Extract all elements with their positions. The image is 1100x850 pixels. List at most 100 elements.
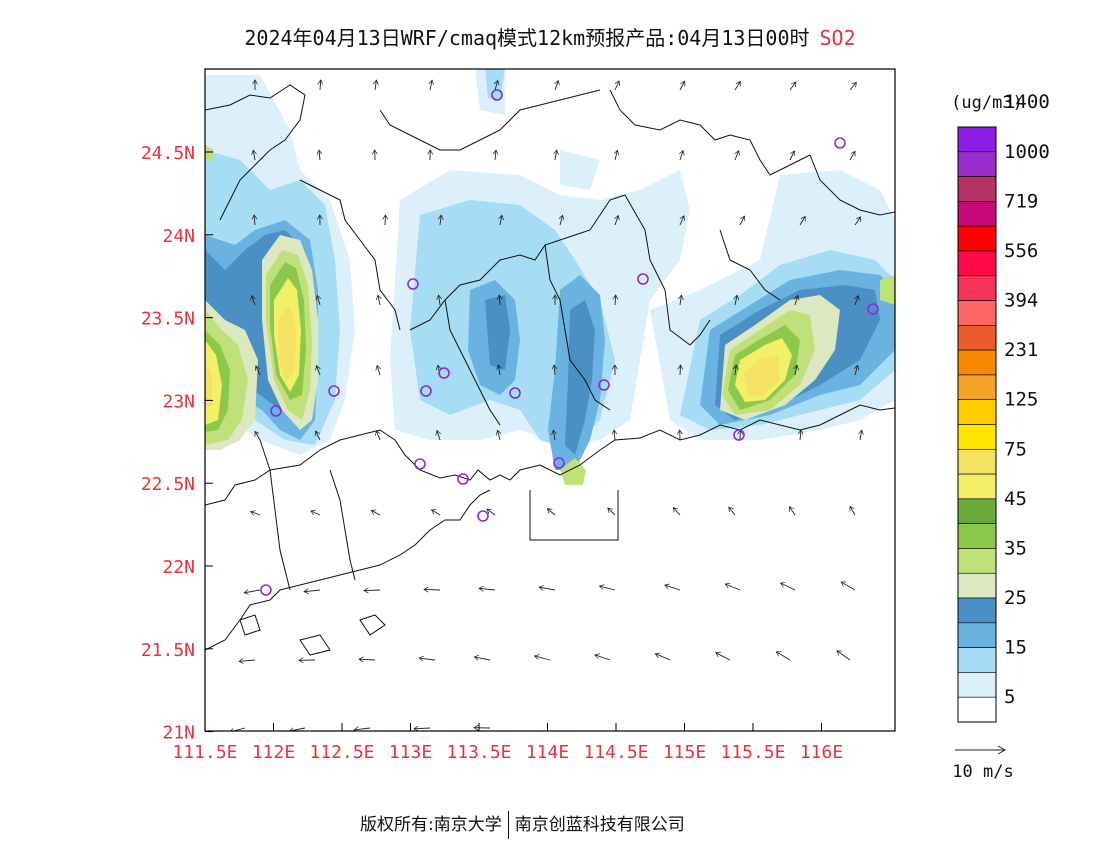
wind-arrow bbox=[255, 431, 261, 441]
colorbar-unit: (ug/m3) bbox=[951, 93, 1023, 113]
colorbar-swatch bbox=[957, 201, 997, 227]
lon-tick-label: 111.5E bbox=[172, 742, 237, 763]
wind-arrow bbox=[729, 507, 736, 516]
lon-tick-label: 114.5E bbox=[583, 742, 648, 763]
wind-arrow bbox=[854, 217, 861, 226]
lon-tick-label: 115.5E bbox=[720, 742, 785, 763]
wind-arrow bbox=[781, 583, 796, 591]
colorbar: 5 15 25 35 45 75 125 231 394 556 719 1000 1400 bbox=[957, 91, 1050, 723]
wind-arrow bbox=[320, 80, 321, 91]
wind-arrow bbox=[841, 582, 856, 591]
colorbar-swatch bbox=[957, 647, 997, 673]
wind-vectors bbox=[230, 80, 862, 731]
chart-title: 2024年04月13日WRF/cmaq模式12km预报产品:04月13日00时 S… bbox=[0, 22, 1100, 51]
colorbar-label: 45 bbox=[1004, 488, 1027, 510]
wind-arrow bbox=[539, 587, 556, 590]
wind-arrow bbox=[789, 151, 794, 161]
wind-arrow bbox=[311, 511, 321, 516]
wind-arrow bbox=[614, 81, 619, 91]
lon-tick-label: 116E bbox=[800, 742, 843, 763]
wind-arrow bbox=[251, 512, 261, 515]
colorbar-swatch bbox=[957, 498, 997, 524]
colorbar-swatch bbox=[957, 399, 997, 425]
lon-tick-label: 113.5E bbox=[446, 742, 511, 763]
wind-arrow bbox=[498, 365, 500, 376]
wind-arrow bbox=[716, 653, 731, 661]
wind-arrow bbox=[799, 216, 806, 226]
wind-arrow bbox=[440, 215, 441, 226]
station-marker bbox=[328, 385, 340, 397]
wind-arrow bbox=[735, 295, 737, 306]
wind-arrow bbox=[499, 295, 500, 306]
wind-arrow bbox=[376, 431, 380, 441]
colorbar-swatch bbox=[957, 151, 997, 177]
wind-arrow bbox=[371, 510, 381, 516]
wind-arrow bbox=[437, 431, 440, 441]
colorbar-label: 231 bbox=[1004, 339, 1038, 361]
colorbar-swatch bbox=[957, 225, 997, 252]
colorbar-swatch bbox=[957, 672, 997, 698]
wind-arrow bbox=[256, 366, 261, 376]
wind-arrow bbox=[430, 80, 432, 91]
copyright-footer: 版权所有:南京大学 南京创蓝科技有限公司 bbox=[360, 810, 685, 839]
wind-arrow bbox=[252, 296, 255, 306]
wind-arrow bbox=[608, 508, 616, 516]
wind-arrow bbox=[680, 151, 683, 161]
colorbar-swatch bbox=[957, 325, 997, 351]
wind-arrow bbox=[230, 727, 246, 731]
wind-arrow bbox=[487, 509, 496, 516]
colorbar-label: 35 bbox=[1004, 537, 1027, 559]
colorbar-label: 15 bbox=[1004, 637, 1027, 659]
station-marker bbox=[420, 385, 432, 397]
lat-tick-label: 22.5N bbox=[141, 474, 195, 495]
station-marker bbox=[414, 458, 426, 470]
colorbar-label: 1400 bbox=[1004, 91, 1050, 113]
wind-arrow bbox=[364, 590, 381, 591]
lat-tick-label: 21N bbox=[162, 723, 195, 744]
latitude-axis: 24.5N 24N 23.5N 23N 22.5N 22N 21.5N 21N bbox=[141, 143, 213, 744]
colorbar-label: 5 bbox=[1004, 686, 1015, 708]
footer-divider bbox=[507, 811, 509, 839]
lon-tick-label: 113E bbox=[389, 742, 432, 763]
wind-arrow bbox=[239, 660, 256, 661]
wind-arrow bbox=[498, 430, 500, 441]
wind-arrow bbox=[735, 151, 739, 161]
wind-arrow bbox=[735, 365, 736, 376]
coastline-boundaries bbox=[205, 84, 895, 656]
colorbar-swatch bbox=[957, 696, 997, 723]
wind-arrow bbox=[739, 216, 745, 226]
wind-arrow bbox=[855, 365, 858, 376]
colorbar-label: 125 bbox=[1004, 389, 1038, 411]
colorbar-label: 25 bbox=[1004, 587, 1027, 609]
wind-arrow bbox=[474, 657, 491, 661]
colorbar-swatch bbox=[957, 523, 997, 549]
station-marker bbox=[598, 379, 610, 391]
lon-tick-label: 112.5E bbox=[309, 742, 374, 763]
wind-arrow bbox=[414, 728, 431, 729]
lat-tick-label: 24.5N bbox=[141, 143, 195, 164]
colorbar-swatch bbox=[957, 448, 997, 475]
wind-arrow bbox=[495, 150, 496, 161]
wind-arrow bbox=[680, 295, 681, 306]
station-marker bbox=[867, 303, 879, 315]
wind-arrow bbox=[424, 589, 441, 590]
wind-arrow bbox=[535, 656, 551, 661]
wind-arrow bbox=[500, 215, 502, 226]
wind-arrow bbox=[316, 431, 321, 441]
footer-company: 南京创蓝科技有限公司 bbox=[514, 815, 685, 835]
wind-arrow bbox=[555, 150, 557, 161]
station-marker bbox=[637, 273, 649, 285]
wind-arrow bbox=[432, 509, 441, 516]
colorbar-swatch bbox=[957, 473, 997, 500]
wind-arrow bbox=[554, 365, 555, 376]
wind-arrow bbox=[734, 82, 741, 91]
wind-arrow bbox=[595, 655, 611, 661]
wind-arrow bbox=[495, 80, 498, 91]
wind-arrow bbox=[553, 430, 555, 441]
wind-arrow bbox=[359, 659, 376, 660]
wind-arrow bbox=[776, 651, 791, 661]
wind-arrow bbox=[673, 508, 681, 516]
wind-arrow bbox=[850, 506, 856, 516]
colorbar-label: 719 bbox=[1004, 190, 1038, 212]
